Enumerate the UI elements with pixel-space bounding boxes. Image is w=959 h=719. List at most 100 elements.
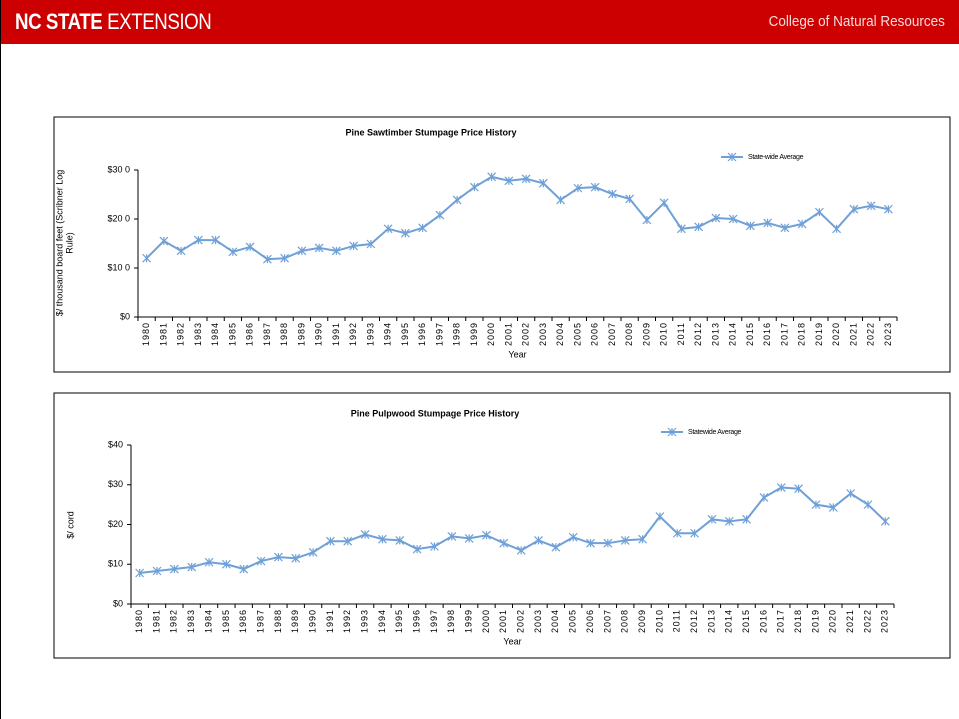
marker-shape — [707, 514, 717, 524]
x-tick-label: 2021 — [845, 609, 855, 633]
data-marker — [724, 516, 734, 526]
data-marker — [221, 559, 231, 569]
data-marker — [280, 253, 290, 263]
marker-shape — [273, 552, 283, 562]
marker-shape — [586, 538, 595, 548]
legend-marker — [727, 152, 737, 162]
data-marker — [378, 534, 387, 544]
x-tick-label: 2012 — [689, 609, 699, 633]
x-tick-label: 2020 — [831, 322, 841, 346]
data-marker — [418, 223, 428, 233]
y-tick-label: $20 0 — [107, 213, 130, 223]
data-marker — [638, 534, 647, 544]
data-marker — [343, 536, 353, 546]
x-tick-label: 2021 — [848, 322, 858, 346]
marker-shape — [430, 541, 439, 551]
data-marker — [880, 516, 890, 526]
data-marker — [487, 172, 497, 182]
x-tick-label: 1994 — [383, 322, 393, 346]
marker-shape — [343, 536, 353, 546]
x-tick-label: 2002 — [516, 609, 526, 633]
marker-shape — [169, 564, 179, 574]
chart-frame — [53, 392, 951, 659]
data-marker — [590, 182, 600, 192]
legend-label: Statewide Average — [688, 429, 742, 436]
data-marker — [395, 535, 405, 545]
data-marker — [534, 535, 543, 545]
x-tick-label: 2013 — [710, 322, 720, 346]
x-tick-label: 1991 — [325, 609, 335, 633]
x-tick-label: 1990 — [307, 609, 317, 633]
data-marker — [846, 489, 856, 498]
data-marker — [435, 210, 445, 220]
marker-shape — [152, 566, 162, 576]
x-tick-label: 1990 — [314, 322, 324, 346]
x-tick-label: 1981 — [151, 609, 161, 633]
x-tick-label: 2007 — [602, 609, 612, 633]
data-marker — [814, 207, 824, 217]
x-tick-label: 1989 — [296, 322, 306, 346]
x-tick-label: 1980 — [134, 609, 144, 633]
marker-shape — [849, 204, 859, 214]
marker-shape — [863, 500, 873, 510]
marker-shape — [642, 215, 652, 225]
marker-shape — [499, 538, 509, 548]
x-axis-label: Year — [503, 636, 521, 646]
x-tick-label: 2009 — [641, 322, 651, 346]
x-tick-label: 2019 — [810, 609, 820, 633]
x-tick-label: 2012 — [693, 322, 703, 346]
x-tick-label: 1997 — [434, 322, 444, 346]
marker-shape — [759, 493, 769, 502]
data-marker — [707, 514, 717, 524]
brand: NC STATE EXTENSION — [15, 9, 212, 35]
marker-shape — [135, 568, 145, 578]
data-marker — [742, 514, 752, 524]
x-tick-label: 1984 — [210, 322, 220, 346]
x-tick-label: 1986 — [245, 322, 255, 346]
x-tick-label: 2016 — [762, 322, 772, 346]
data-marker — [383, 224, 393, 234]
y-tick-label: $0 — [120, 311, 130, 321]
chart-frame — [53, 116, 951, 373]
marker-shape — [742, 514, 752, 524]
x-tick-label: 2009 — [637, 609, 647, 633]
data-marker — [573, 183, 583, 193]
data-marker — [360, 530, 370, 539]
marker-shape — [811, 500, 821, 510]
marker-shape — [880, 516, 890, 526]
x-tick-label: 2013 — [706, 609, 716, 633]
data-marker — [625, 194, 635, 204]
data-marker — [447, 532, 457, 541]
marker-shape — [551, 542, 561, 552]
x-tick-label: 1987 — [262, 322, 272, 346]
x-tick-label: 2008 — [620, 609, 630, 633]
marker-shape — [814, 207, 824, 217]
x-tick-label: 2006 — [590, 322, 600, 346]
marker-shape — [832, 224, 842, 234]
marker-shape — [378, 534, 387, 544]
x-tick-label: 2022 — [866, 322, 876, 346]
data-marker — [314, 243, 324, 253]
marker-shape — [763, 218, 773, 228]
x-tick-label: 1997 — [429, 609, 439, 633]
x-tick-label: 1996 — [417, 322, 427, 346]
x-tick-label: 1996 — [412, 609, 422, 633]
marker-shape — [280, 253, 290, 263]
data-marker — [504, 176, 514, 186]
data-marker — [607, 189, 617, 199]
data-marker — [863, 500, 873, 510]
marker-shape — [724, 516, 734, 526]
data-marker — [308, 547, 318, 557]
marker-shape — [866, 201, 876, 211]
legend-label: State-wide Average — [748, 154, 804, 161]
x-tick-label: 2004 — [550, 609, 560, 633]
marker-shape — [690, 528, 700, 538]
marker-shape — [464, 533, 474, 543]
marker-shape — [487, 172, 497, 182]
y-tick-label: $20 — [108, 519, 123, 529]
x-tick-label: 2003 — [533, 609, 543, 633]
marker-shape — [638, 534, 647, 544]
data-marker — [239, 564, 249, 574]
x-tick-label: 2002 — [521, 322, 531, 346]
x-tick-label: 2014 — [724, 609, 734, 633]
